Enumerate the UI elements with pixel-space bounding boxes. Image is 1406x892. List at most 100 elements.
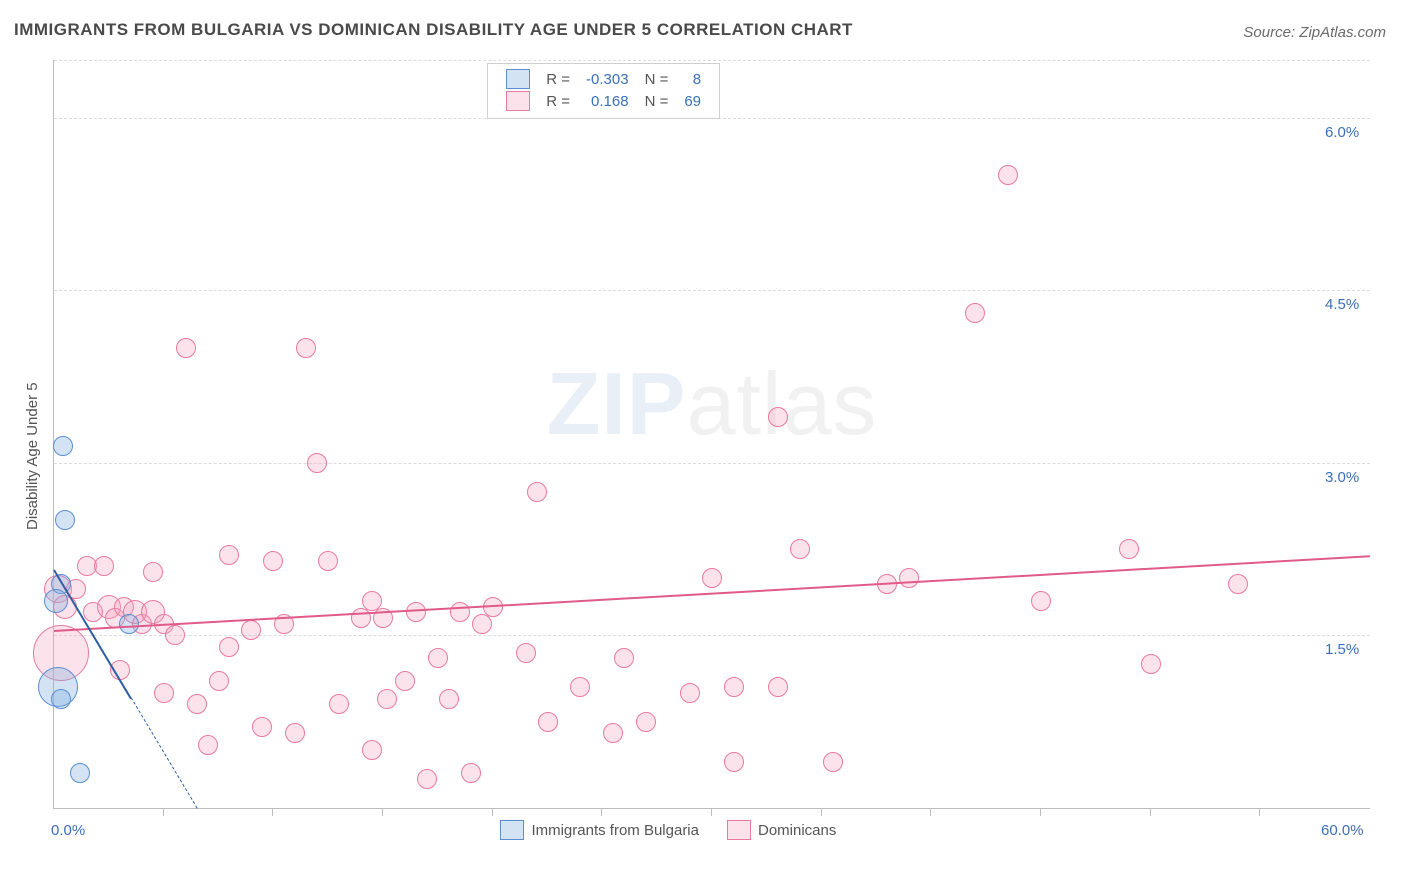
bubble-pink [428,648,448,668]
bubble-pink [472,614,492,634]
bubble-pink [143,562,163,582]
gridline [54,463,1370,464]
swatch-blue [500,820,524,840]
series-legend: Immigrants from Bulgaria Dominicans [500,820,836,840]
x-tick-mark [821,808,822,816]
bubble-pink [538,712,558,732]
bubble-pink [1228,574,1248,594]
bubble-pink [768,677,788,697]
bubble-pink [1119,539,1139,559]
bubble-blue [119,614,139,634]
source-prefix: Source: [1243,24,1299,41]
r-value-blue: -0.303 [578,68,637,90]
bubble-pink [1141,654,1161,674]
bubble-pink [790,539,810,559]
x-min-label: 0.0% [51,822,85,839]
legend-item-pink: Dominicans [727,820,836,840]
bubble-pink [527,482,547,502]
bubble-pink [94,556,114,576]
bubble-pink [395,671,415,691]
bubble-pink [165,625,185,645]
swatch-pink [506,91,530,111]
x-tick-mark [492,808,493,816]
bubble-pink [362,740,382,760]
source-attribution: Source: ZipAtlas.com [1243,24,1386,41]
bubble-blue [51,689,71,709]
bubble-pink [263,551,283,571]
bubble-pink [516,643,536,663]
bubble-pink [285,723,305,743]
watermark-zip: ZIP [547,354,687,453]
gridline [54,290,1370,291]
bubble-pink [296,338,316,358]
bubble-pink [439,689,459,709]
bubble-pink [450,602,470,622]
bubble-blue [70,763,90,783]
swatch-pink [727,820,751,840]
bubble-pink [603,723,623,743]
n-label: N = [637,68,677,90]
n-label: N = [637,90,677,112]
bubble-pink [965,303,985,323]
r-value-pink: 0.168 [578,90,637,112]
n-value-pink: 69 [676,90,709,112]
bubble-pink [198,735,218,755]
x-tick-mark [382,808,383,816]
watermark-atlas: atlas [687,354,878,453]
bubble-pink [1031,591,1051,611]
gridline [54,60,1370,61]
trend-line-blue-dashed [130,697,197,808]
x-tick-mark [1040,808,1041,816]
bubble-blue [53,436,73,456]
bubble-pink [154,683,174,703]
x-tick-mark [1150,808,1151,816]
bubble-pink [406,602,426,622]
x-tick-mark [163,808,164,816]
x-max-label: 60.0% [1321,822,1364,839]
x-tick-mark [272,808,273,816]
correlation-legend: R = -0.303 N = 8 R = 0.168 N = 69 [487,63,720,119]
bubble-pink [377,689,397,709]
bubble-pink [899,568,919,588]
y-axis-label: Disability Age Under 5 [24,382,41,530]
bubble-pink [614,648,634,668]
bubble-pink [219,637,239,657]
y-tick-label: 6.0% [1325,124,1359,141]
legend-label-blue: Immigrants from Bulgaria [531,822,699,839]
bubble-pink [768,407,788,427]
bubble-blue [55,510,75,530]
swatch-blue [506,69,530,89]
bubble-pink [176,338,196,358]
bubble-pink [307,453,327,473]
x-tick-mark [601,808,602,816]
bubble-pink [187,694,207,714]
source-name: ZipAtlas.com [1299,24,1386,41]
watermark: ZIPatlas [547,353,878,455]
bubble-pink [318,551,338,571]
bubble-pink [219,545,239,565]
bubble-pink [636,712,656,732]
x-tick-mark [930,808,931,816]
y-tick-label: 3.0% [1325,469,1359,486]
y-tick-label: 1.5% [1325,641,1359,658]
bubble-blue [44,589,68,613]
bubble-pink [329,694,349,714]
bubble-pink [702,568,722,588]
x-tick-mark [1259,808,1260,816]
bubble-pink [209,671,229,691]
trend-line-pink [54,555,1370,632]
legend-item-blue: Immigrants from Bulgaria [500,820,699,840]
bubble-pink [823,752,843,772]
scatter-plot-area: ZIPatlas [53,60,1370,809]
y-tick-label: 4.5% [1325,296,1359,313]
n-value-blue: 8 [676,68,709,90]
legend-label-pink: Dominicans [758,822,836,839]
legend-row-blue: R = -0.303 N = 8 [498,68,709,90]
bubble-pink [724,752,744,772]
bubble-pink [680,683,700,703]
bubble-pink [241,620,261,640]
r-label: R = [538,68,578,90]
bubble-pink [570,677,590,697]
r-label: R = [538,90,578,112]
chart-title: IMMIGRANTS FROM BULGARIA VS DOMINICAN DI… [14,20,853,40]
